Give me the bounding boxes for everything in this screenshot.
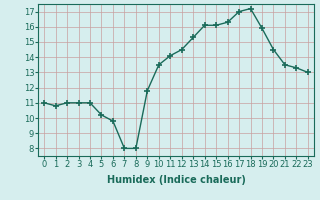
X-axis label: Humidex (Indice chaleur): Humidex (Indice chaleur) — [107, 175, 245, 185]
